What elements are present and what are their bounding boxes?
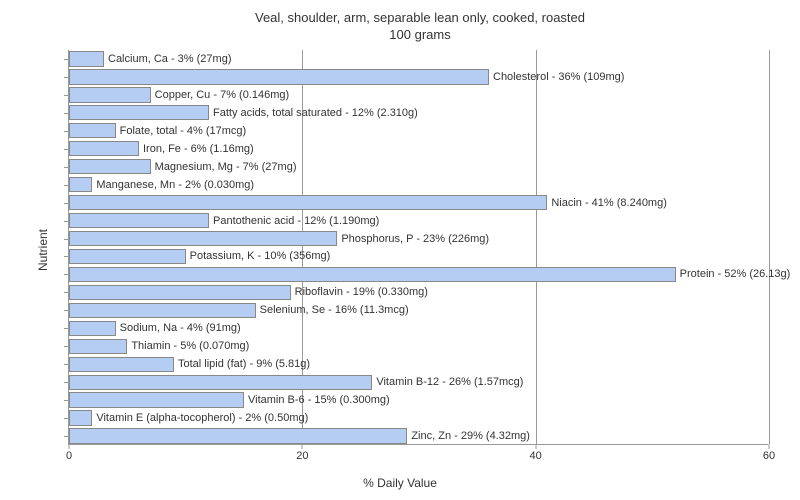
bar-label: Phosphorus, P - 23% (226mg)	[341, 233, 489, 245]
bar-label: Thiamin - 5% (0.070mg)	[131, 340, 249, 352]
bar-row: Pantothenic acid - 12% (1.190mg)	[69, 213, 768, 228]
bar: Cholesterol - 36% (109mg)	[69, 69, 489, 84]
bar: Folate, total - 4% (17mcg)	[69, 123, 116, 138]
bar: Niacin - 41% (8.240mg)	[69, 195, 547, 210]
xtick-mark	[302, 444, 303, 449]
bar-row: Thiamin - 5% (0.070mg)	[69, 339, 768, 354]
bar-label: Protein - 52% (26.13g)	[680, 268, 791, 280]
xtick-label: 40	[530, 450, 542, 462]
bar-row: Cholesterol - 36% (109mg)	[69, 69, 768, 84]
bar-row: Selenium, Se - 16% (11.3mcg)	[69, 303, 768, 318]
bar-row: Zinc, Zn - 29% (4.32mg)	[69, 428, 768, 443]
bar: Calcium, Ca - 3% (27mg)	[69, 51, 104, 66]
bar: Sodium, Na - 4% (91mg)	[69, 321, 116, 336]
bar-label: Calcium, Ca - 3% (27mg)	[108, 53, 231, 65]
bar: Iron, Fe - 6% (1.16mg)	[69, 141, 139, 156]
bar-label: Niacin - 41% (8.240mg)	[551, 197, 667, 209]
bar: Pantothenic acid - 12% (1.190mg)	[69, 213, 209, 228]
bar: Fatty acids, total saturated - 12% (2.31…	[69, 105, 209, 120]
xtick-label: 20	[296, 450, 308, 462]
gridline	[769, 50, 770, 444]
bar-row: Protein - 52% (26.13g)	[69, 267, 768, 282]
bar-row: Total lipid (fat) - 9% (5.81g)	[69, 357, 768, 372]
bar-row: Iron, Fe - 6% (1.16mg)	[69, 141, 768, 156]
bar-label: Zinc, Zn - 29% (4.32mg)	[411, 430, 530, 442]
bar-label: Manganese, Mn - 2% (0.030mg)	[96, 179, 254, 191]
bar-label: Vitamin B-12 - 26% (1.57mcg)	[376, 376, 523, 388]
bar-label: Cholesterol - 36% (109mg)	[493, 71, 624, 83]
bar-label: Iron, Fe - 6% (1.16mg)	[143, 143, 254, 155]
bar-row: Vitamin B-6 - 15% (0.300mg)	[69, 392, 768, 407]
bar-row: Fatty acids, total saturated - 12% (2.31…	[69, 105, 768, 120]
xtick-mark	[69, 444, 70, 449]
bar-label: Riboflavin - 19% (0.330mg)	[295, 286, 428, 298]
nutrient-chart: Veal, shoulder, arm, separable lean only…	[0, 0, 800, 500]
plot-area: 0204060Calcium, Ca - 3% (27mg)Cholestero…	[68, 50, 768, 445]
y-axis-label: Nutrient	[36, 229, 50, 271]
xtick-mark	[535, 444, 536, 449]
bar-label: Magnesium, Mg - 7% (27mg)	[155, 161, 297, 173]
bar: Magnesium, Mg - 7% (27mg)	[69, 159, 151, 174]
xtick-label: 60	[763, 450, 775, 462]
bar-row: Copper, Cu - 7% (0.146mg)	[69, 87, 768, 102]
chart-title: Veal, shoulder, arm, separable lean only…	[60, 10, 780, 44]
bar-label: Vitamin B-6 - 15% (0.300mg)	[248, 394, 390, 406]
xtick-mark	[769, 444, 770, 449]
bar-label: Total lipid (fat) - 9% (5.81g)	[178, 358, 310, 370]
bar-row: Sodium, Na - 4% (91mg)	[69, 321, 768, 336]
xtick-label: 0	[66, 450, 72, 462]
bar: Manganese, Mn - 2% (0.030mg)	[69, 177, 92, 192]
bar: Phosphorus, P - 23% (226mg)	[69, 231, 337, 246]
bar-row: Riboflavin - 19% (0.330mg)	[69, 285, 768, 300]
bar-row: Calcium, Ca - 3% (27mg)	[69, 51, 768, 66]
bar: Vitamin E (alpha-tocopherol) - 2% (0.50m…	[69, 410, 92, 425]
bar: Selenium, Se - 16% (11.3mcg)	[69, 303, 256, 318]
bar-row: Vitamin B-12 - 26% (1.57mcg)	[69, 375, 768, 390]
bar-label: Copper, Cu - 7% (0.146mg)	[155, 89, 290, 101]
bar-label: Sodium, Na - 4% (91mg)	[120, 322, 241, 334]
bar: Vitamin B-12 - 26% (1.57mcg)	[69, 375, 372, 390]
title-line-2: 100 grams	[389, 27, 450, 42]
bar: Vitamin B-6 - 15% (0.300mg)	[69, 392, 244, 407]
x-axis-label: % Daily Value	[0, 476, 800, 490]
bar: Potassium, K - 10% (356mg)	[69, 249, 186, 264]
bar: Total lipid (fat) - 9% (5.81g)	[69, 357, 174, 372]
bar: Riboflavin - 19% (0.330mg)	[69, 285, 291, 300]
bar: Thiamin - 5% (0.070mg)	[69, 339, 127, 354]
bar-row: Potassium, K - 10% (356mg)	[69, 249, 768, 264]
bar-row: Magnesium, Mg - 7% (27mg)	[69, 159, 768, 174]
bar-label: Pantothenic acid - 12% (1.190mg)	[213, 215, 379, 227]
bar: Protein - 52% (26.13g)	[69, 267, 676, 282]
bar-label: Fatty acids, total saturated - 12% (2.31…	[213, 107, 418, 119]
bar: Zinc, Zn - 29% (4.32mg)	[69, 428, 407, 443]
bar-row: Manganese, Mn - 2% (0.030mg)	[69, 177, 768, 192]
title-line-1: Veal, shoulder, arm, separable lean only…	[255, 10, 585, 25]
bar-row: Niacin - 41% (8.240mg)	[69, 195, 768, 210]
bar-row: Folate, total - 4% (17mcg)	[69, 123, 768, 138]
bar-row: Phosphorus, P - 23% (226mg)	[69, 231, 768, 246]
bar-label: Vitamin E (alpha-tocopherol) - 2% (0.50m…	[96, 412, 308, 424]
bar-label: Potassium, K - 10% (356mg)	[190, 250, 331, 262]
bar-row: Vitamin E (alpha-tocopherol) - 2% (0.50m…	[69, 410, 768, 425]
bar-label: Selenium, Se - 16% (11.3mcg)	[260, 304, 409, 316]
bar-label: Folate, total - 4% (17mcg)	[120, 125, 247, 137]
bar: Copper, Cu - 7% (0.146mg)	[69, 87, 151, 102]
